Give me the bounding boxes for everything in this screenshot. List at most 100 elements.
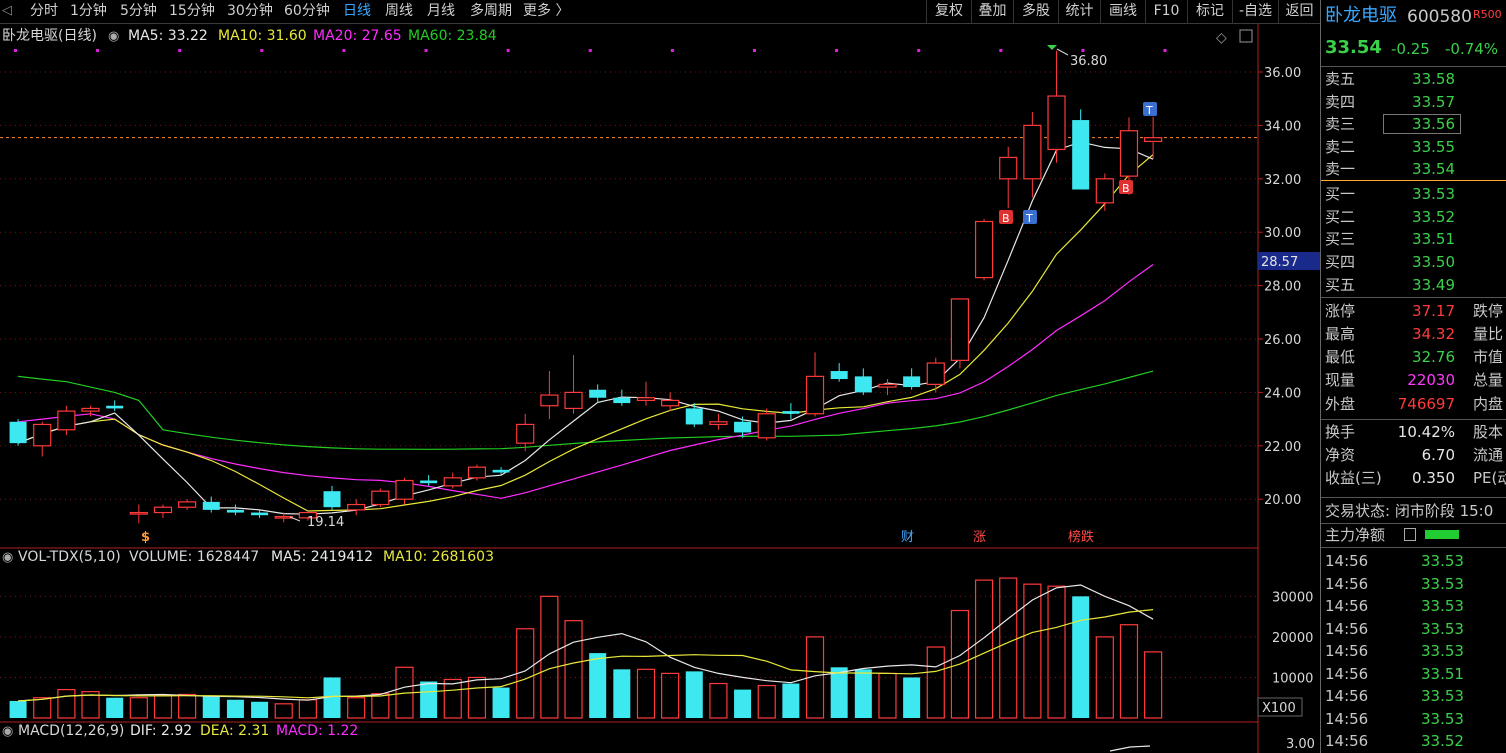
volume-bar — [298, 699, 317, 719]
overlay-button[interactable]: 叠加 — [971, 0, 1013, 24]
stat-row-7[interactable]: 净资 6.70 流通 — [1321, 444, 1506, 466]
candle-body — [251, 512, 269, 516]
candlesticks — [9, 50, 1163, 524]
stat-row-5[interactable]: 外盘 746697 内盘 — [1321, 393, 1506, 415]
net-flow-bar — [1425, 530, 1459, 539]
candle — [540, 371, 559, 420]
volume-bar — [443, 678, 462, 719]
period-tab-30min[interactable]: 30分钟 — [227, 3, 273, 19]
legend-ma60: MA60: 23.84 — [408, 28, 497, 44]
tick-time: 14:56 — [1325, 574, 1369, 593]
vol-ma10-line — [18, 609, 1154, 702]
candle-body — [564, 391, 583, 410]
ask-level-3[interactable]: 卖三 33.56 — [1321, 113, 1506, 135]
event-dot — [835, 49, 839, 52]
event-dot — [670, 49, 674, 52]
candle-body — [129, 511, 148, 515]
ask-level-1-label: 卖一 — [1325, 160, 1356, 178]
volume-bar — [854, 669, 872, 718]
ask-level-5[interactable]: 卖五 33.58 — [1321, 68, 1506, 90]
moving-average-lines — [17, 141, 1154, 515]
f10-button[interactable]: F10 — [1145, 0, 1187, 24]
ask-level-2[interactable]: 卖二 33.55 — [1321, 136, 1506, 158]
candle-body — [226, 509, 244, 513]
candle — [57, 405, 76, 436]
remove-watchlist-button[interactable]: -自选 — [1232, 0, 1278, 24]
vol-tick-label: 30000 — [1272, 590, 1313, 605]
period-tab-weekly[interactable]: 周线 — [385, 3, 413, 19]
event-marker-rise[interactable]: 涨 — [973, 530, 986, 545]
candle — [492, 467, 510, 476]
candle — [467, 464, 487, 481]
sell-marker-2[interactable]: T — [1143, 102, 1157, 117]
period-tab-fenshi[interactable]: 分时 — [30, 3, 58, 19]
event-marker-finance[interactable]: 财 — [901, 530, 914, 545]
candle — [613, 389, 631, 406]
legend-toggle-icon[interactable]: ◉ — [108, 29, 119, 44]
stat-row-8[interactable]: 收益(三) 0.350 PE(动 — [1321, 467, 1506, 489]
sell-marker-1[interactable]: T — [1023, 210, 1037, 225]
ask-level-3-label: 卖三 — [1325, 115, 1356, 133]
period-tab-more[interactable]: 更多 〉 — [523, 3, 570, 19]
multi-stock-button[interactable]: 多股 — [1013, 0, 1058, 24]
period-tab-multi[interactable]: 多周期 — [470, 3, 512, 19]
stat-row-4-label: 现量 — [1325, 371, 1356, 389]
bid-level-4[interactable]: 买四 33.50 — [1321, 251, 1506, 273]
period-tab-60min[interactable]: 60分钟 — [284, 3, 330, 19]
period-tab-5min[interactable]: 5分钟 — [120, 3, 157, 19]
net-flow-list-icon[interactable] — [1404, 528, 1416, 541]
svg-text:T: T — [1145, 104, 1153, 117]
tick-time: 14:56 — [1325, 709, 1369, 728]
stat-row-6[interactable]: 换手 10.42% 股本 — [1321, 421, 1506, 443]
vol-toggle-icon[interactable]: ◉ — [2, 550, 13, 565]
candle — [854, 368, 872, 396]
statistics-button[interactable]: 统计 — [1058, 0, 1100, 24]
back-arrow-icon[interactable]: ◁ — [2, 3, 12, 18]
maximize-icon[interactable] — [1239, 29, 1253, 43]
ask-level-4[interactable]: 卖四 33.57 — [1321, 91, 1506, 113]
dollar-marker[interactable]: $ — [141, 530, 150, 545]
grid-lines — [0, 24, 1259, 753]
bid-level-5[interactable]: 买五 33.49 — [1321, 274, 1506, 296]
stat-row-3[interactable]: 最低 32.76 市值 — [1321, 346, 1506, 368]
stat-row-1[interactable]: 涨停 37.17 跌停 — [1321, 300, 1506, 322]
candle — [1119, 117, 1139, 195]
volume-bar — [685, 671, 703, 718]
stat-row-1-label: 涨停 — [1325, 302, 1356, 320]
volume-bar — [830, 667, 848, 718]
svg-text:B: B — [1002, 212, 1010, 225]
candle — [1047, 50, 1066, 163]
event-marker-list-drop[interactable]: 榜跌 — [1068, 529, 1094, 545]
bid-level-1[interactable]: 买一 33.53 — [1321, 183, 1506, 205]
candle — [805, 352, 825, 417]
macd-toggle-icon[interactable]: ◉ — [2, 724, 13, 739]
stat-row-2-label: 最高 — [1325, 325, 1356, 343]
draw-line-button[interactable]: 画线 — [1100, 0, 1145, 24]
period-tab-15min[interactable]: 15分钟 — [169, 3, 215, 19]
mark-button[interactable]: 标记 — [1187, 0, 1232, 24]
stat-row-5-value: 746697 — [1397, 395, 1455, 413]
bid-level-3[interactable]: 买三 33.51 — [1321, 228, 1506, 250]
fuquan-button[interactable]: 复权 — [926, 0, 971, 24]
bid-level-2[interactable]: 买二 33.52 — [1321, 206, 1506, 228]
diamond-icon[interactable]: ◇ — [1216, 30, 1227, 46]
current-price-marker-label: 28.57 — [1261, 255, 1298, 270]
chart-area[interactable]: 20.00 22.00 24.00 26.00 28.00 30.00 32.00 34.00… — [0, 24, 1320, 753]
bid-level-5-value: 33.49 — [1412, 275, 1455, 294]
period-tab-1min[interactable]: 1分钟 — [70, 3, 107, 19]
volume-bar — [106, 697, 124, 718]
candle — [1072, 109, 1090, 190]
ask-level-1-value: 33.54 — [1412, 160, 1455, 178]
period-tab-daily[interactable]: 日线 — [343, 3, 371, 19]
tick-row: 14:56 33.53 — [1321, 708, 1506, 730]
candle — [251, 509, 269, 518]
period-tab-monthly[interactable]: 月线 — [427, 3, 455, 19]
candle — [636, 381, 656, 406]
stat-row-4[interactable]: 现量 22030 总量 — [1321, 369, 1506, 391]
buy-marker-2[interactable]: B — [1119, 180, 1133, 195]
ask-level-1[interactable]: 卖一 33.54 — [1321, 158, 1506, 180]
back-button[interactable]: 返回 — [1278, 0, 1320, 24]
stat-row-2[interactable]: 最高 34.32 量比 — [1321, 323, 1506, 345]
stat-row-7-extra-label: 流通 — [1473, 446, 1504, 464]
buy-marker-1[interactable]: B — [999, 210, 1013, 225]
